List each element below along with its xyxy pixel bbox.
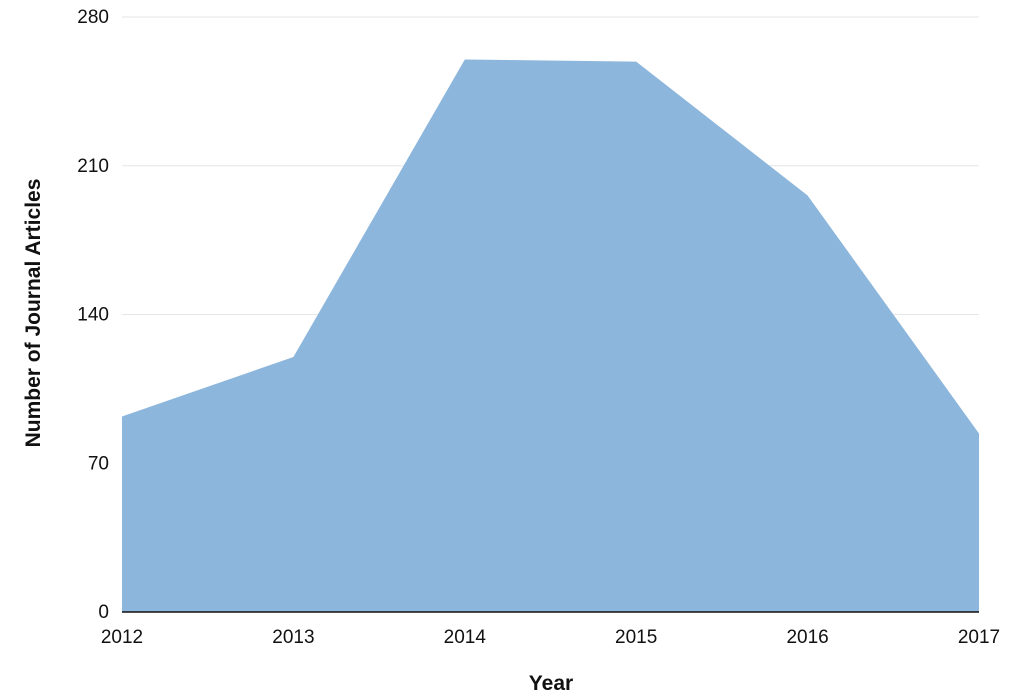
x-tick-label-2012: 2012 [101, 627, 143, 648]
y-axis-title: Number of Journal Articles [22, 179, 45, 448]
y-tick-label-0: 0 [98, 602, 109, 623]
x-tick-label-2017: 2017 [958, 627, 1000, 648]
y-tick-label-70: 70 [88, 453, 109, 474]
x-tick-labels: 2012 2013 2014 2015 2016 2017 [101, 627, 1000, 648]
x-axis-title: Year [529, 672, 573, 695]
y-tick-labels: 0 70 140 210 280 [77, 7, 109, 623]
y-tick-label-140: 140 [77, 305, 109, 326]
area-series [122, 59, 979, 612]
x-tick-label-2013: 2013 [272, 627, 314, 648]
area-fill [122, 59, 979, 612]
x-tick-label-2014: 2014 [444, 627, 487, 648]
x-tick-label-2015: 2015 [615, 627, 657, 648]
x-tick-label-2016: 2016 [786, 627, 828, 648]
y-tick-label-210: 210 [77, 156, 109, 177]
y-tick-label-280: 280 [77, 7, 109, 28]
